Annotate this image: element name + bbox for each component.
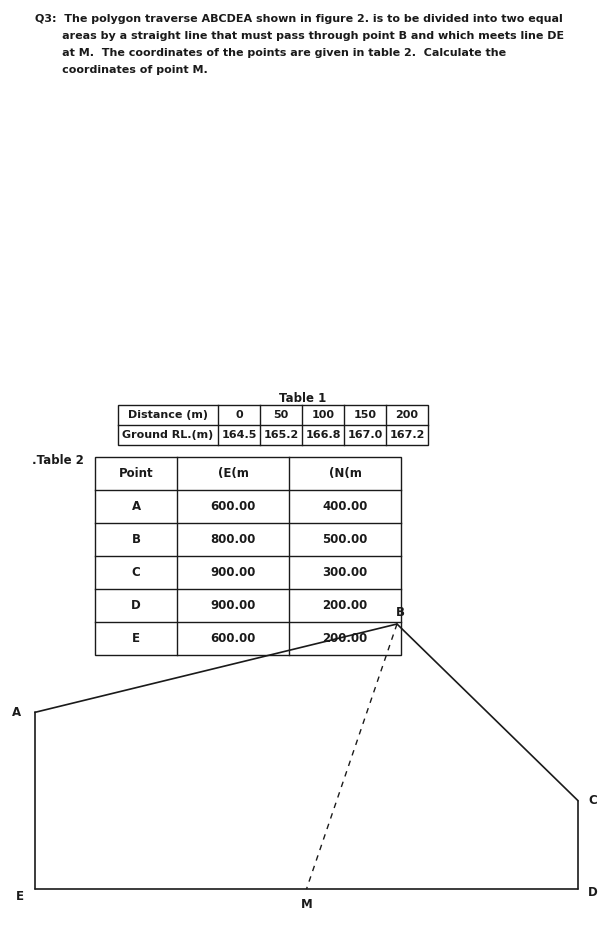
Text: .Table 2: .Table 2 xyxy=(32,454,84,467)
Text: Point: Point xyxy=(119,467,153,480)
Text: 200.00: 200.00 xyxy=(322,632,368,645)
Text: 167.0: 167.0 xyxy=(347,430,382,440)
Text: B: B xyxy=(396,605,404,618)
Text: B: B xyxy=(132,533,141,546)
Text: 165.2: 165.2 xyxy=(264,430,299,440)
Text: C: C xyxy=(132,566,141,579)
Text: D: D xyxy=(131,599,141,612)
Text: 100: 100 xyxy=(311,410,335,420)
Text: 800.00: 800.00 xyxy=(210,533,256,546)
Text: Q3:  The polygon traverse ABCDEA shown in figure 2. is to be divided into two eq: Q3: The polygon traverse ABCDEA shown in… xyxy=(35,14,563,24)
Text: 300.00: 300.00 xyxy=(322,566,368,579)
Text: 400.00: 400.00 xyxy=(322,500,368,513)
Text: 166.8: 166.8 xyxy=(305,430,341,440)
Text: A: A xyxy=(13,706,22,718)
Text: M: M xyxy=(301,898,312,911)
Text: Ground RL.(m): Ground RL.(m) xyxy=(122,430,214,440)
Text: 0: 0 xyxy=(235,410,243,420)
Text: 600.00: 600.00 xyxy=(210,632,256,645)
Text: 164.5: 164.5 xyxy=(221,430,257,440)
Text: Distance (m): Distance (m) xyxy=(128,410,208,420)
Text: 150: 150 xyxy=(353,410,376,420)
Text: 200: 200 xyxy=(396,410,419,420)
Text: areas by a straight line that must pass through point B and which meets line DE: areas by a straight line that must pass … xyxy=(35,31,564,41)
Text: E: E xyxy=(132,632,140,645)
Text: (N(m: (N(m xyxy=(328,467,361,480)
Text: at M.  The coordinates of the points are given in table 2.  Calculate the: at M. The coordinates of the points are … xyxy=(35,48,506,58)
Text: D: D xyxy=(588,885,598,899)
Bar xyxy=(118,405,428,445)
Text: E: E xyxy=(16,890,24,903)
Text: 900.00: 900.00 xyxy=(210,599,256,612)
Text: 900.00: 900.00 xyxy=(210,566,256,579)
Text: A: A xyxy=(132,500,141,513)
Text: (E(m: (E(m xyxy=(218,467,248,480)
Text: coordinates of point M.: coordinates of point M. xyxy=(35,65,208,75)
Text: 200.00: 200.00 xyxy=(322,599,368,612)
Text: 600.00: 600.00 xyxy=(210,500,256,513)
Text: C: C xyxy=(588,794,598,807)
Bar xyxy=(95,457,401,655)
Text: Table 1: Table 1 xyxy=(279,392,327,405)
Text: 167.2: 167.2 xyxy=(389,430,425,440)
Text: 500.00: 500.00 xyxy=(322,533,368,546)
Text: 50: 50 xyxy=(273,410,288,420)
